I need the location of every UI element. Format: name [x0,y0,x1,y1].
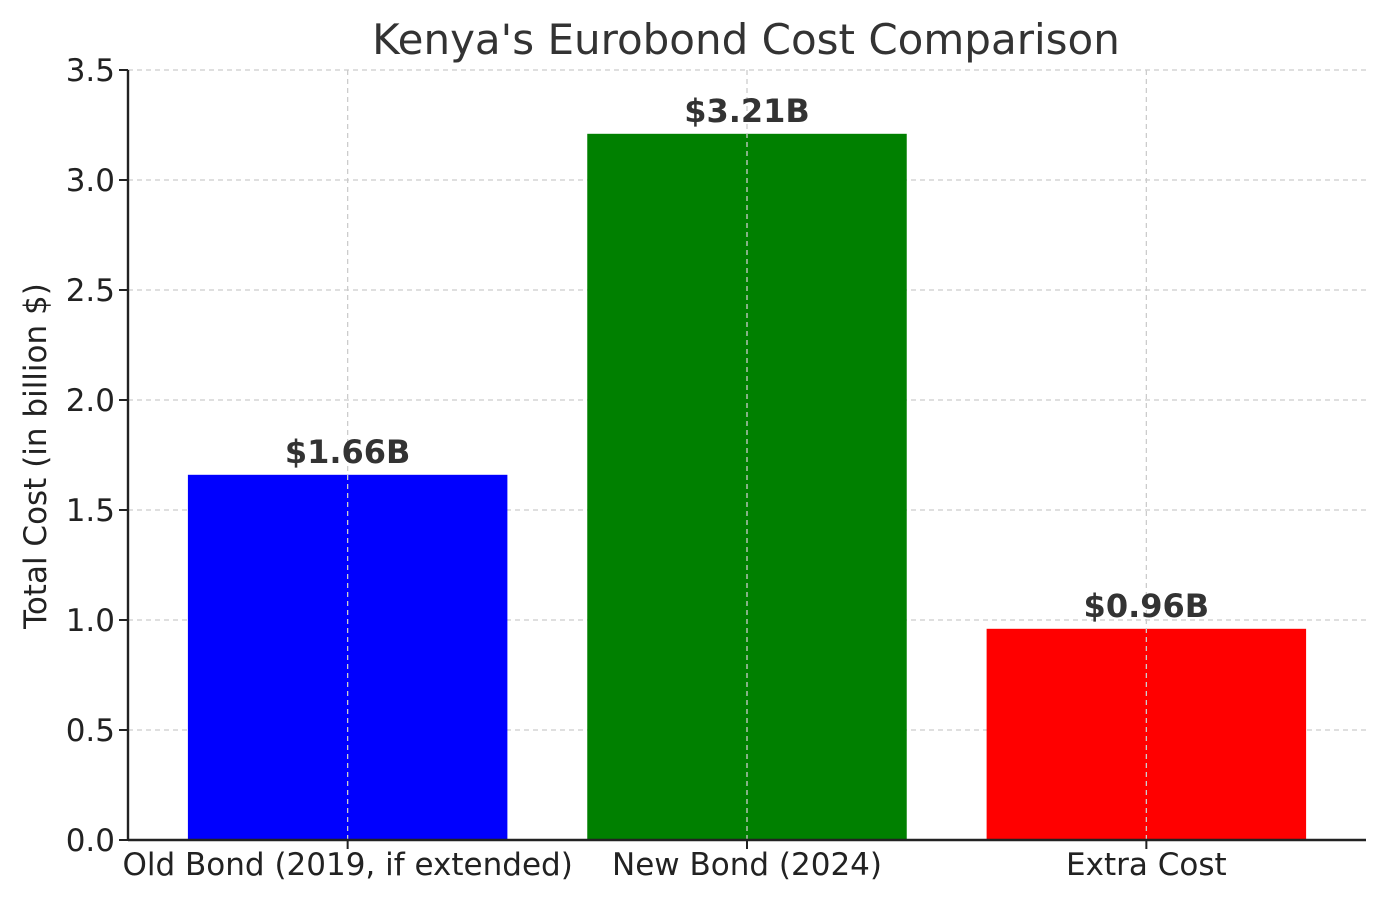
y-tick-label: 0.0 [66,823,115,859]
chart-title: Kenya's Eurobond Cost Comparison [372,15,1120,64]
x-tick-label: Extra Cost [1066,847,1227,883]
y-axis-label: Total Cost (in billion $) [18,283,54,630]
x-tick-label: Old Bond (2019, if extended) [122,847,572,883]
data-labels: $1.66B $3.21B $0.96B [285,92,1209,625]
data-label: $1.66B [285,433,411,471]
y-tick-label: 0.5 [66,713,115,749]
y-tick-label: 1.0 [66,603,115,639]
y-tick-label: 1.5 [66,493,115,529]
data-label: $3.21B [684,92,810,130]
y-tick-label: 2.0 [66,383,115,419]
y-tick-label: 3.0 [66,163,115,199]
x-gridlines-front [346,70,1148,840]
y-tick-label: 2.5 [66,273,115,309]
y-tick-label: 3.5 [66,53,115,89]
y-ticks: 0.0 0.5 1.0 1.5 2.0 2.5 3.0 3.5 [66,53,128,859]
data-label: $0.96B [1084,587,1210,625]
x-ticks: Old Bond (2019, if extended) New Bond (20… [122,840,1227,883]
x-tick-label: New Bond (2024) [612,847,882,883]
